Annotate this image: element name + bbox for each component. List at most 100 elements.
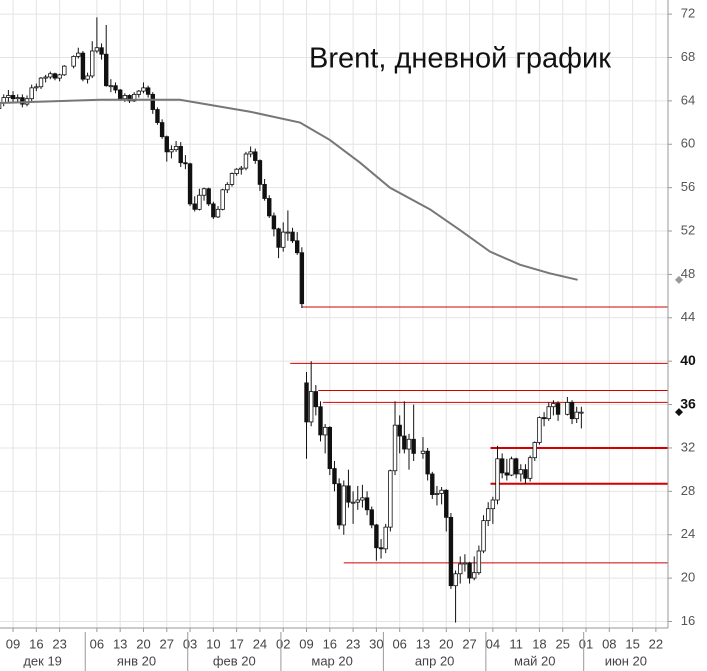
month-label: мар 20 — [311, 653, 352, 668]
candle-body — [453, 573, 458, 587]
candle-body — [257, 160, 263, 185]
candle-body — [430, 473, 435, 495]
candle-body — [229, 173, 235, 185]
candle-body — [402, 435, 407, 450]
candle-body — [341, 485, 346, 526]
x-tick-label: 18 — [532, 636, 546, 651]
x-tick-label: 01 — [579, 636, 593, 651]
candle-body — [327, 426, 333, 469]
candle-body — [555, 403, 561, 415]
candle-body — [406, 438, 412, 450]
candle-body — [80, 52, 86, 80]
last-value-marker — [675, 408, 683, 417]
candle-body — [523, 469, 528, 479]
candle-body — [495, 458, 500, 501]
y-tick-label: 48 — [681, 266, 695, 281]
candle-body — [159, 122, 165, 138]
x-tick-label: 09 — [6, 636, 20, 651]
candle-body — [299, 252, 305, 305]
month-label: янв 20 — [117, 653, 156, 668]
x-tick-label: 20 — [439, 636, 453, 651]
candle-body — [527, 457, 533, 479]
candle-body — [481, 520, 486, 552]
candle-body — [355, 499, 360, 503]
x-tick-label: 27 — [160, 636, 174, 651]
x-tick-label: 17 — [229, 636, 243, 651]
candle-body — [99, 47, 104, 55]
candle-body — [565, 401, 570, 415]
candle-body — [294, 240, 300, 254]
x-tick-label: 13 — [416, 636, 430, 651]
y-tick-label: 64 — [681, 92, 695, 107]
y-tick-label: 60 — [681, 136, 695, 151]
x-tick-label: 22 — [649, 636, 663, 651]
candle-body — [369, 509, 374, 526]
x-tick-label: 27 — [462, 636, 476, 651]
candle-body — [532, 442, 537, 459]
candle-body — [444, 489, 449, 518]
x-tick-label: 24 — [253, 636, 267, 651]
candle-body — [104, 53, 109, 87]
y-tick-label: 72 — [681, 6, 695, 21]
candle-body — [113, 85, 118, 91]
candle-body — [173, 146, 179, 151]
y-tick-label: 16 — [681, 613, 695, 628]
candle-body — [90, 50, 95, 77]
candle-body — [490, 499, 496, 510]
moving-average — [0, 98, 578, 281]
candle-body — [6, 95, 11, 99]
candle-body — [346, 485, 351, 503]
candle-body — [20, 97, 25, 105]
x-tick-label: 23 — [346, 636, 360, 651]
candle-body — [178, 146, 183, 164]
x-tick-label: 11 — [509, 636, 523, 651]
candle-body — [127, 95, 132, 102]
y-tick-label: 40 — [680, 352, 696, 368]
candle-body — [541, 417, 547, 420]
candle-body — [117, 89, 123, 100]
candle-body — [94, 47, 100, 52]
x-tick-label: 25 — [555, 636, 569, 651]
candle-body — [290, 231, 295, 242]
y-tick-label: 56 — [681, 179, 695, 194]
candle-body — [62, 65, 67, 76]
candle-body — [239, 167, 244, 170]
candle-body — [71, 56, 76, 67]
candle-body — [276, 228, 281, 248]
candle-body — [197, 194, 202, 210]
candle-body — [392, 424, 398, 472]
x-tick-label: 15 — [625, 636, 639, 651]
y-tick-label: 68 — [681, 49, 695, 64]
candle-body — [448, 516, 454, 587]
candle-body — [0, 102, 2, 109]
candle-body — [504, 472, 510, 476]
x-tick-label: 30 — [369, 636, 383, 651]
candle-body — [136, 90, 142, 95]
candle-body — [537, 417, 542, 443]
y-tick-label: 20 — [681, 570, 695, 585]
candle-body — [220, 189, 225, 210]
month-label: апр 20 — [415, 653, 455, 668]
month-label: дек 19 — [23, 653, 62, 668]
candle-body — [164, 136, 169, 153]
candle-body — [15, 97, 20, 100]
candle-body — [192, 203, 197, 210]
candle-body — [141, 87, 146, 92]
x-tick-label: 10 — [206, 636, 220, 651]
candle-body — [85, 75, 90, 80]
candle-body — [76, 52, 81, 57]
candle-body — [187, 163, 193, 205]
candle-body — [155, 109, 160, 123]
candle-body — [48, 73, 53, 78]
month-label: фев 20 — [213, 653, 256, 668]
candle-body — [150, 93, 155, 110]
candle-body — [458, 563, 463, 575]
candle-body — [10, 95, 16, 100]
candle-body — [169, 149, 174, 153]
candle-body — [234, 168, 239, 174]
month-label: май 20 — [514, 653, 556, 668]
candle-body — [579, 411, 584, 414]
candle-body — [34, 86, 39, 89]
candle-body — [332, 468, 337, 485]
candle-body — [108, 85, 114, 88]
